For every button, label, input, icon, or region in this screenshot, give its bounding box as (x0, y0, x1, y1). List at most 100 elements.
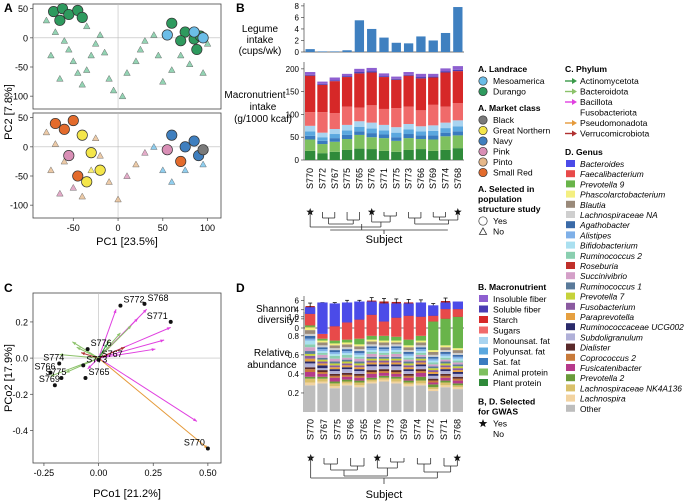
subject-tick-label: S771 (379, 168, 389, 189)
y-tick-label: 0.4 (288, 370, 300, 379)
abundance-bar-segment (403, 352, 414, 354)
macro-bar-segment (341, 124, 353, 131)
legume-bar (367, 28, 377, 52)
abundance-bar-segment (366, 362, 377, 365)
legend-title: population (478, 194, 522, 204)
abundance-bar-segment (428, 321, 439, 351)
abundance-bar-segment (354, 351, 365, 353)
legend-label: Fusicatenibacter (580, 363, 643, 373)
abundance-bar-segment (305, 307, 316, 314)
phylum-arrow (98, 346, 126, 359)
abundance-bar-segment (440, 367, 451, 370)
legend-label: Coprococcus 2 (580, 353, 636, 363)
macro-bar-segment (329, 134, 340, 139)
abundance-bar-segment (428, 362, 439, 365)
abundance-bar-segment (440, 318, 451, 346)
legend-label: Prevotella 9 (580, 179, 625, 189)
macro-bar-segment (354, 68, 365, 73)
pca-circle-point (58, 123, 70, 135)
legend-swatch (479, 337, 488, 344)
abundance-bar-segment (403, 350, 414, 352)
abundance-bar-segment (341, 351, 353, 353)
abundance-bar-segment (378, 379, 390, 382)
macro-bar-segment (378, 150, 390, 160)
legend-label: Prevotella 7 (580, 292, 625, 302)
legume-bar (342, 50, 352, 52)
macro-bar-segment (440, 132, 451, 137)
abundance-bar-segment (403, 303, 414, 316)
abundance-bar-segment (428, 372, 439, 374)
abundance-bar-segment (329, 388, 340, 412)
relative-abundance-chart: 0.2 0.4 0.6 0.8 1.0 (288, 301, 463, 412)
macro-bar-segment (378, 76, 390, 78)
macro-bar-segment (452, 69, 463, 72)
pca-triangle-point (51, 140, 60, 147)
abundance-bar-segment (452, 385, 463, 388)
pca-triangle-point (56, 74, 64, 82)
legume-ylabel: Legume intake (cups/wk) (239, 24, 282, 57)
macro-bar-segment (391, 132, 402, 138)
phylum-arrowhead (104, 343, 108, 348)
abundance-bar-segment (354, 371, 365, 374)
macro-bar-segment (428, 77, 439, 105)
sample-point (118, 303, 123, 308)
abundance-bar-segment (415, 383, 427, 386)
abundance-bar-segment (341, 359, 353, 362)
legume-bar (305, 49, 315, 52)
legend-swatch (566, 251, 575, 259)
abundance-bar-segment (341, 385, 353, 412)
legend-label: Yes (493, 216, 507, 226)
abundance-bar-segment (415, 354, 427, 357)
pca-triangle-point (168, 178, 176, 185)
legend-swatch (479, 316, 488, 323)
pca-triangle-point (65, 45, 73, 53)
pca-triangle-point (109, 86, 118, 94)
legend-label: Blautia (580, 200, 606, 210)
legend-swatch (479, 295, 488, 302)
panel-letter-b: B (236, 1, 245, 15)
abundance-bar-segment (341, 381, 353, 384)
abundance-bar-segment (440, 350, 451, 352)
pca-triangle-point (199, 69, 207, 76)
abundance-bar-segment (317, 370, 328, 372)
pca-circle-point (49, 117, 61, 130)
y-tick-label: 0 (295, 156, 300, 165)
abundance-bar-segment (366, 352, 377, 354)
abundance-bar-segment (378, 342, 390, 346)
legend-swatch (478, 76, 488, 86)
sample-label: S766 (34, 362, 55, 372)
legend-label: Bacteroides (580, 159, 625, 169)
legend-label: Navy (493, 136, 513, 146)
abundance-bar-segment (415, 352, 427, 355)
abundance-bar-segment (317, 357, 328, 360)
legume-bar (428, 40, 438, 52)
legend-label: Polyunsat. fat (493, 347, 546, 357)
legend-label: Ruminococcus 2 (580, 251, 642, 261)
legend-swatch (566, 190, 575, 198)
legend-swatch (566, 364, 575, 371)
sample-label: S772 (123, 295, 144, 305)
abundance-bar-segment (354, 377, 365, 381)
abundance-bar-segment (305, 353, 316, 356)
subject-tick-label: S775 (342, 168, 352, 189)
abundance-bar-segment (317, 373, 328, 377)
phylum-arrowhead (59, 353, 64, 357)
legend-label: Phascolarctobacterium (580, 190, 665, 200)
abundance-bar-segment (428, 380, 439, 383)
legend-title: structure study (478, 204, 541, 214)
pca-circle-point (191, 43, 203, 56)
legend-label: Yes (493, 419, 507, 429)
abundance-bar-segment (452, 301, 463, 310)
abundance-bar-segment (366, 348, 377, 351)
abundance-bar-segment (403, 377, 414, 381)
macro-bar-segment (428, 104, 439, 126)
abundance-bar-segment (354, 369, 365, 372)
abundance-bar-segment (428, 358, 439, 361)
abundance-bar-segment (428, 354, 439, 357)
macro-bar-segment (391, 79, 402, 109)
phylum-arrowhead (160, 339, 165, 343)
abundance-bar-segment (341, 383, 353, 386)
macro-bar-segment (415, 149, 427, 160)
abundance-bar-segment (378, 303, 390, 322)
